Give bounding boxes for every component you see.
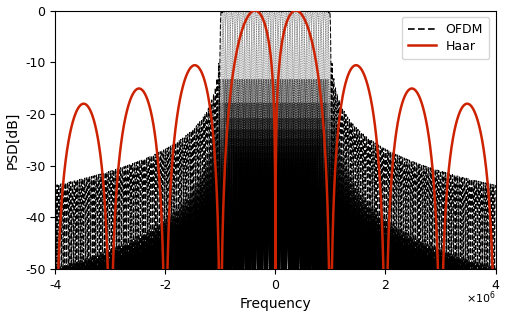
Legend: OFDM, Haar: OFDM, Haar: [402, 17, 489, 59]
Y-axis label: PSD[dB]: PSD[dB]: [6, 111, 20, 169]
X-axis label: Frequency: Frequency: [239, 297, 311, 311]
Text: $\times10^6$: $\times10^6$: [466, 290, 495, 307]
